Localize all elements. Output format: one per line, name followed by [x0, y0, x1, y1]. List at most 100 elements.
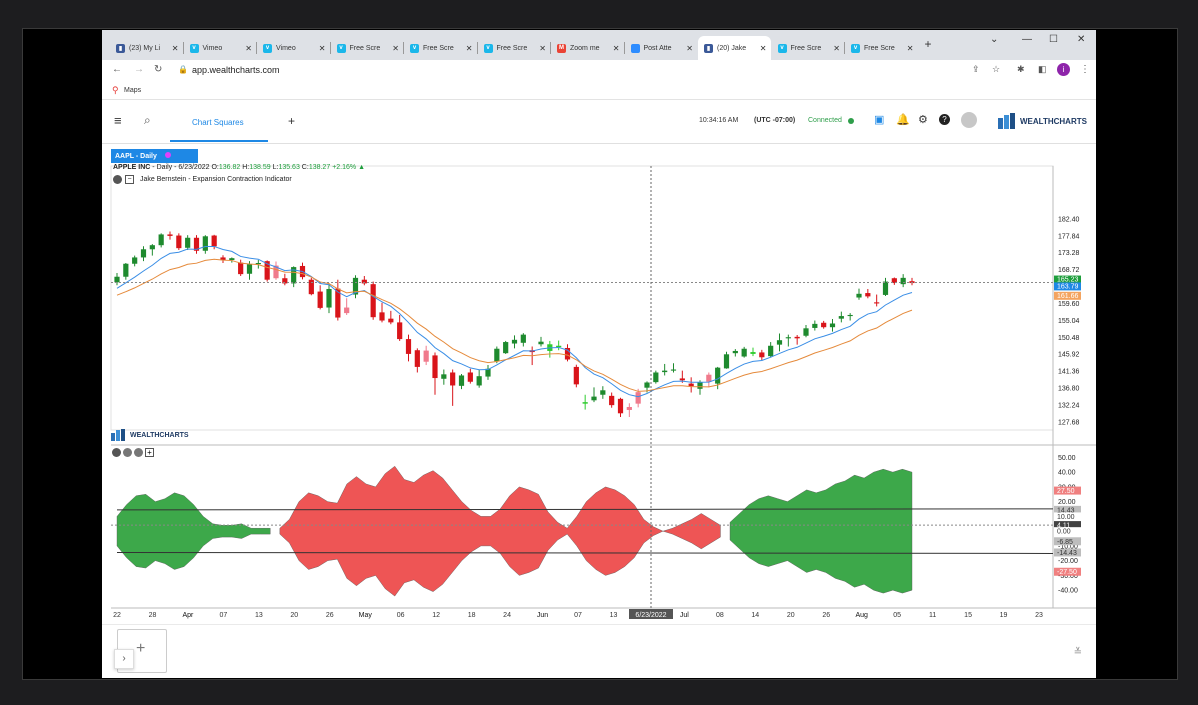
candle-body[interactable] [803, 328, 809, 336]
chart-canvas[interactable]: 182.40177.84173.28168.72164.16159.60155.… [102, 144, 1096, 624]
candle-body[interactable] [609, 395, 615, 406]
close-tab-icon[interactable]: ✕ [245, 43, 252, 53]
candle-body[interactable] [759, 352, 765, 358]
candle-body[interactable] [768, 345, 774, 357]
browser-tab[interactable]: ▮ (23) My Li ✕ [110, 36, 183, 60]
candle-body[interactable] [352, 277, 359, 295]
candle-body[interactable] [185, 237, 191, 248]
candle-body[interactable] [344, 307, 350, 314]
candle-body[interactable] [882, 281, 889, 295]
candle-body[interactable] [794, 336, 800, 339]
candle-body[interactable] [573, 366, 579, 385]
candle-body[interactable] [847, 314, 853, 317]
timezone[interactable]: (UTC -07:00) [754, 117, 796, 124]
close-window-icon[interactable]: ✕ [1077, 34, 1086, 45]
close-tab-icon[interactable]: ✕ [906, 43, 914, 53]
candle-body[interactable] [670, 369, 677, 371]
candle-body[interactable] [388, 318, 394, 323]
candle-body[interactable] [494, 348, 500, 362]
share-icon[interactable]: ⇪ [972, 64, 980, 74]
candle-body[interactable] [511, 339, 518, 344]
add-tab-icon[interactable]: + [288, 114, 296, 128]
candle-body[interactable] [723, 354, 730, 369]
candle-body[interactable] [856, 293, 862, 298]
candle-body[interactable] [211, 235, 217, 247]
close-tab-icon[interactable]: ✕ [171, 43, 179, 53]
close-tab-icon[interactable]: ✕ [465, 43, 473, 53]
candle-body[interactable] [414, 350, 420, 367]
browser-tab[interactable]: v Free Scre ✕ [845, 36, 918, 60]
browser-tab[interactable]: v Vimeo ✕ [184, 36, 257, 60]
bookmark-maps[interactable]: Maps [124, 87, 142, 94]
candle-body[interactable] [662, 370, 668, 373]
help-icon[interactable]: ? [939, 114, 950, 125]
candle-body[interactable] [503, 342, 509, 354]
browser-tab[interactable]: v Free Scre ✕ [772, 36, 845, 60]
close-tab-icon[interactable]: ✕ [318, 43, 326, 53]
menu-kebab-icon[interactable]: ⋮ [1080, 64, 1090, 75]
candle-body[interactable] [220, 257, 226, 261]
candle-body[interactable] [653, 372, 659, 383]
candle-body[interactable] [193, 237, 200, 251]
candle-body[interactable] [750, 352, 756, 354]
candle-body[interactable] [273, 265, 279, 279]
candle-body[interactable] [564, 347, 571, 360]
candle-body[interactable] [114, 276, 120, 283]
candle-body[interactable] [246, 264, 253, 274]
candle-body[interactable] [140, 249, 147, 258]
save-icon[interactable]: ▣ [874, 114, 885, 126]
user-avatar-icon[interactable] [961, 112, 977, 128]
candle-body[interactable] [679, 378, 685, 381]
browser-tab[interactable]: v Free Scre ✕ [331, 36, 404, 60]
candle-body[interactable] [688, 383, 694, 387]
close-tab-icon[interactable]: ✕ [686, 43, 693, 53]
candle-body[interactable] [441, 374, 447, 379]
reload-icon[interactable]: ↻ [154, 64, 163, 75]
candle-body[interactable] [405, 339, 412, 354]
candle-body[interactable] [432, 355, 438, 379]
candle-body[interactable] [361, 279, 367, 284]
new-tab-icon[interactable]: + [924, 37, 932, 51]
candle-body[interactable] [176, 235, 182, 249]
candle-body[interactable] [149, 245, 155, 250]
minimize-icon[interactable]: — [1022, 34, 1032, 45]
url-field[interactable]: app.wealthcharts.com [192, 65, 280, 75]
candle-body[interactable] [644, 382, 650, 388]
candle-body[interactable] [255, 263, 261, 265]
candle-body[interactable] [900, 277, 906, 285]
alerts-bell-icon[interactable]: 🔔 [896, 114, 910, 126]
candle-body[interactable] [476, 376, 482, 386]
candle-body[interactable] [838, 316, 844, 319]
pane-down-icon[interactable] [123, 448, 132, 457]
candle-body[interactable] [891, 278, 897, 284]
candle-body[interactable] [520, 334, 526, 343]
close-tab-icon[interactable]: ✕ [612, 43, 620, 53]
candle-body[interactable] [600, 390, 606, 395]
symbol-badge[interactable]: AAPL - Daily [111, 149, 198, 163]
candle-body[interactable] [821, 322, 827, 328]
candle-body[interactable] [829, 323, 836, 328]
candle-body[interactable] [123, 263, 129, 277]
candle-body[interactable] [450, 372, 456, 386]
candle-body[interactable] [264, 261, 270, 280]
candle-body[interactable] [785, 337, 791, 339]
browser-tab[interactable]: v Vimeo ✕ [257, 36, 330, 60]
close-tab-icon[interactable]: ✕ [833, 43, 840, 53]
back-icon[interactable]: ← [112, 64, 122, 75]
symbol-color-dot[interactable] [164, 152, 171, 158]
candle-body[interactable] [423, 350, 429, 362]
candle-body[interactable] [238, 262, 244, 275]
tab-chart-squares[interactable]: Chart Squares [192, 118, 244, 127]
pane-up-icon[interactable] [134, 448, 143, 457]
candle-body[interactable] [732, 350, 738, 354]
sidepanel-icon[interactable]: ◧ [1038, 64, 1047, 74]
candle-body[interactable] [370, 284, 376, 318]
chevron-down-icon[interactable]: ⌄ [990, 34, 999, 45]
candle-body[interactable] [706, 374, 712, 382]
collapse-indicator-icon[interactable]: − [125, 175, 134, 184]
hamburger-menu-icon[interactable]: ≡ [114, 113, 122, 128]
candle-body[interactable] [874, 302, 880, 304]
candle-body[interactable] [591, 396, 597, 401]
candle-body[interactable] [865, 293, 871, 297]
candle-body[interactable] [132, 257, 138, 264]
